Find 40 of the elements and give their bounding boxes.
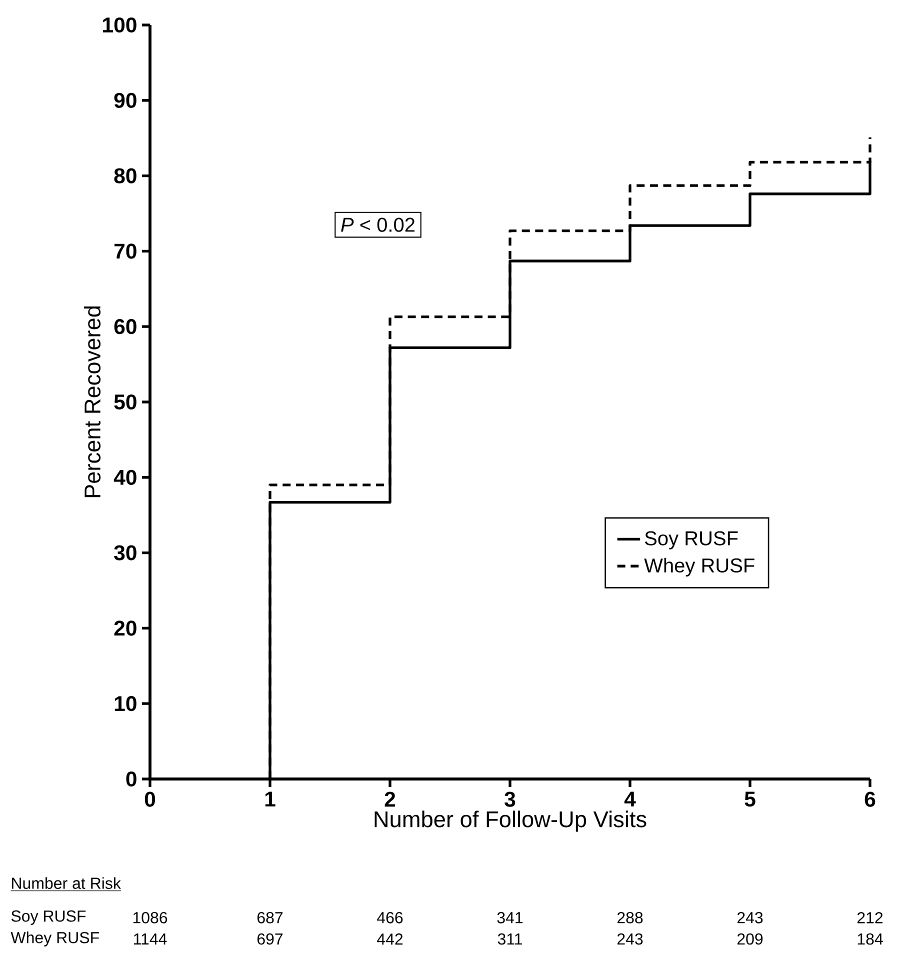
x-tick-label: 0	[144, 792, 156, 807]
text: 687	[257, 912, 283, 924]
y-tick-label: 50	[114, 394, 136, 410]
y-tick-label: 0	[126, 771, 136, 787]
x-tick-label: 6	[864, 792, 876, 807]
x-tick-label: 4	[624, 792, 636, 806]
text: 288	[617, 912, 643, 924]
text: 209	[737, 933, 763, 945]
text: 243	[617, 933, 643, 945]
text: 1086	[133, 912, 168, 924]
text: 442	[377, 933, 403, 945]
legend-label: Soy RUSF	[644, 531, 738, 550]
text: 341	[497, 912, 523, 924]
y-tick-label: 80	[114, 168, 136, 184]
x-tick-label: 1	[265, 792, 276, 806]
x-axis-title: Number of Follow-Up Visits	[374, 810, 646, 832]
text: 212	[857, 912, 883, 924]
text: 184	[858, 933, 883, 945]
y-tick-label: 40	[114, 470, 136, 485]
y-tick-label: 30	[114, 545, 136, 560]
text: 697	[257, 933, 283, 945]
legend-label: Whey RUSF	[644, 558, 754, 576]
text: 243	[737, 912, 763, 924]
text: 466	[377, 912, 403, 924]
x-tick-label: 5	[744, 792, 756, 807]
annotation: P < 0.02	[341, 218, 415, 232]
text: 311	[498, 933, 522, 945]
y-axis-title: Percent Recovered	[84, 306, 101, 498]
y-tick-label: 10	[114, 696, 136, 712]
y-tick-label: 20	[114, 620, 136, 636]
x-tick-label: 3	[504, 792, 516, 807]
y-tick-label: 60	[114, 319, 136, 334]
y-tick-label: 100	[103, 17, 136, 33]
text: Soy RUSF	[11, 910, 86, 925]
text: 1144	[134, 934, 167, 945]
text: Number at Risk	[12, 877, 121, 889]
y-tick-label: 70	[114, 244, 136, 259]
y-tick-label: 90	[114, 92, 136, 108]
x-tick-label: 2	[384, 792, 396, 807]
text: Whey RUSF	[10, 932, 99, 946]
